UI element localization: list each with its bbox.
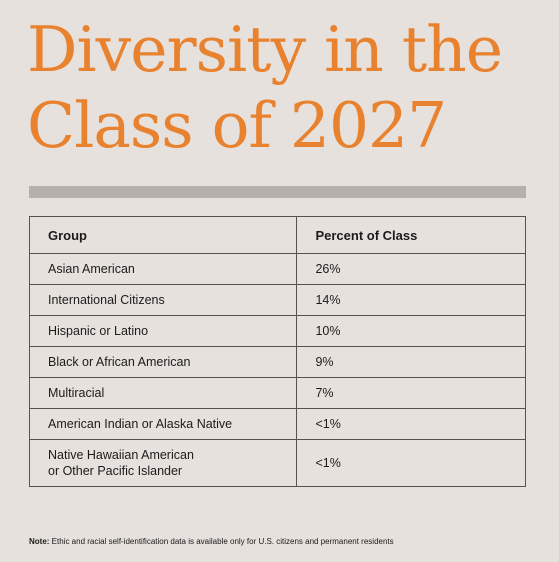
header-percent: Percent of Class: [296, 216, 526, 254]
divider-bar: [29, 186, 526, 198]
cell-group: International Citizens: [28, 284, 298, 316]
title-line-1: Diversity in the: [27, 13, 503, 86]
cell-group-line-1: Native Hawaiian American: [48, 448, 194, 462]
diversity-table: Group Percent of Class Asian American 26…: [28, 216, 526, 487]
cell-group-line-2: or Other Pacific Islander: [48, 464, 183, 478]
cell-group: Multiracial: [28, 377, 298, 409]
cell-group: Native Hawaiian American or Other Pacifi…: [28, 439, 298, 487]
table-row: Native Hawaiian American or Other Pacifi…: [28, 439, 526, 487]
cell-group: American Indian or Alaska Native: [28, 408, 298, 440]
table-row: Black or African American 9%: [28, 346, 526, 378]
cell-percent: <1%: [296, 408, 526, 440]
cell-group: Hispanic or Latino: [28, 315, 298, 347]
cell-percent: 10%: [296, 315, 526, 347]
cell-percent: 9%: [296, 346, 526, 378]
cell-group: Asian American: [28, 253, 298, 285]
cell-percent: 14%: [296, 284, 526, 316]
header-group: Group: [28, 216, 298, 254]
table-row: International Citizens 14%: [28, 284, 526, 316]
table-row: Hispanic or Latino 10%: [28, 315, 526, 347]
table-row: American Indian or Alaska Native <1%: [28, 408, 526, 440]
cell-group: Black or African American: [28, 346, 298, 378]
cell-percent: <1%: [296, 439, 526, 487]
footnote: Note: Ethic and racial self-identificati…: [29, 537, 529, 546]
cell-percent: 7%: [296, 377, 526, 409]
cell-percent: 26%: [296, 253, 526, 285]
title-line-2: Class of 2027: [27, 89, 447, 162]
footnote-text: Ethic and racial self-identification dat…: [49, 537, 394, 546]
table-row: Asian American 26%: [28, 253, 526, 285]
table-row: Multiracial 7%: [28, 377, 526, 409]
page-title: Diversity in the Class of 2027: [27, 12, 552, 164]
table-header-row: Group Percent of Class: [28, 216, 526, 254]
footnote-label: Note:: [29, 537, 50, 546]
